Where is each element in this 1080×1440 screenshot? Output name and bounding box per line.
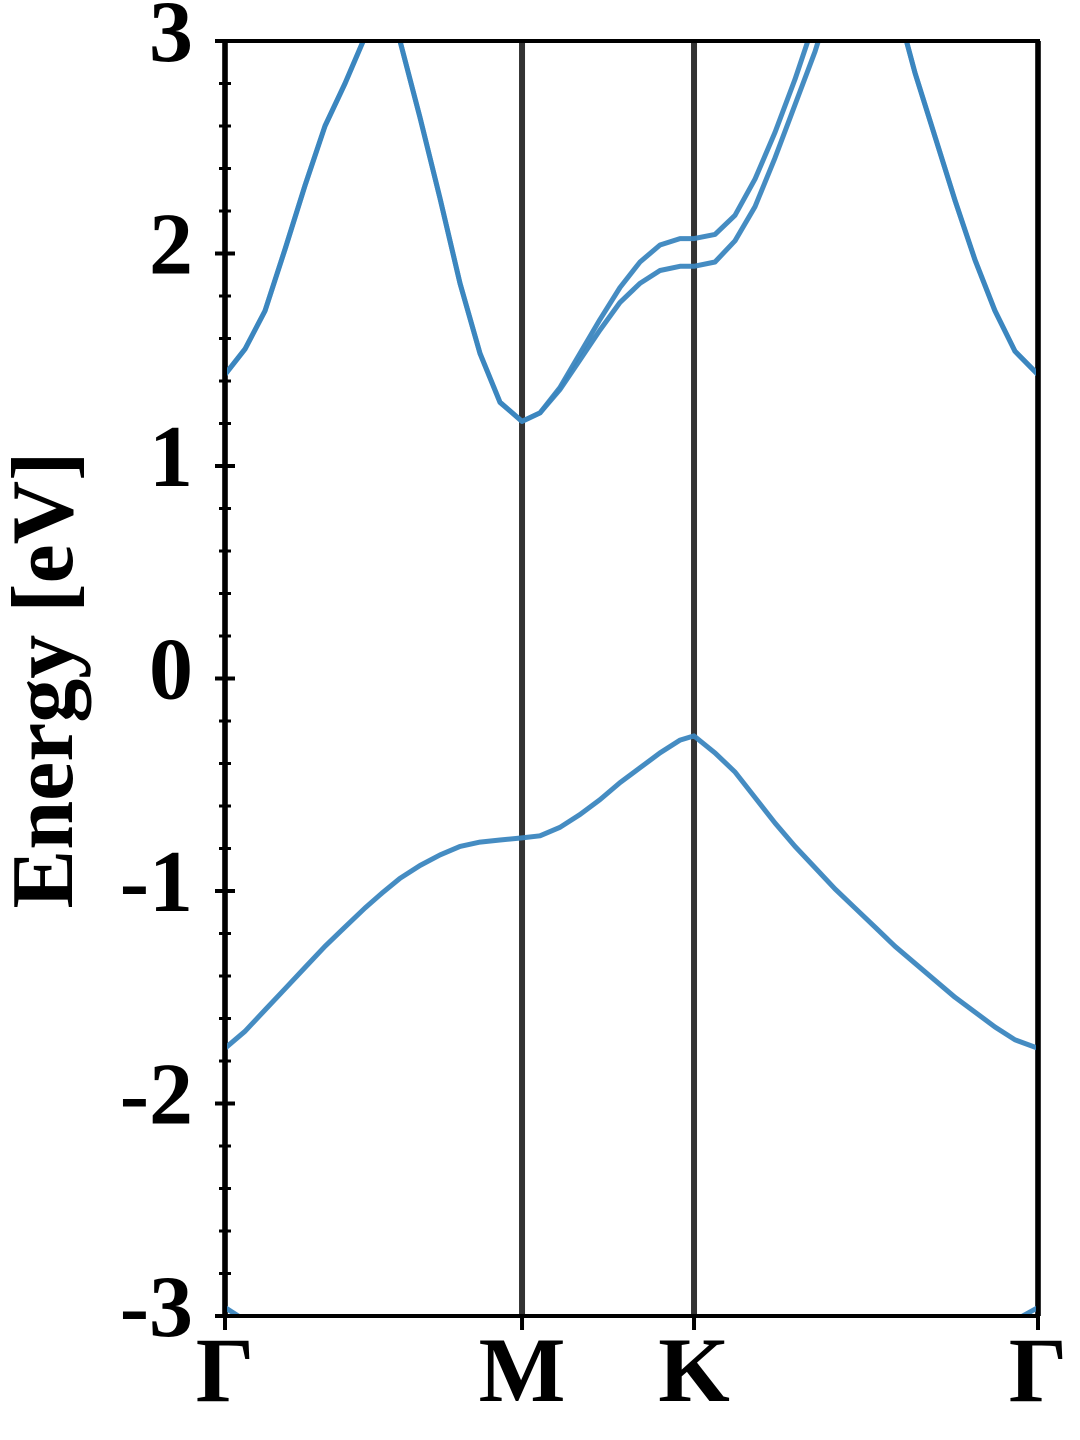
x-tick-label: K [658, 1319, 730, 1421]
y-tick-label: -2 [120, 1047, 193, 1144]
band-line [225, 41, 1038, 424]
plot-area [225, 41, 1038, 1316]
y-tick-label: -3 [120, 1259, 193, 1356]
y-tick-label: 1 [149, 409, 193, 506]
x-tick-label: Γ [196, 1319, 255, 1421]
y-axis-label: Energy [eV] [0, 452, 92, 909]
band-line [225, 733, 1038, 1051]
band-line [225, 41, 1038, 424]
plot-frame [223, 39, 1040, 1318]
y-tick-label: -1 [120, 834, 193, 931]
band-line [225, 1305, 1038, 1316]
x-tick-label: M [479, 1319, 566, 1421]
x-tick-label: Γ [1009, 1319, 1068, 1421]
y-tick-label: 3 [149, 0, 193, 81]
y-tick-label: 2 [149, 197, 193, 294]
y-tick-label: 0 [149, 622, 193, 719]
